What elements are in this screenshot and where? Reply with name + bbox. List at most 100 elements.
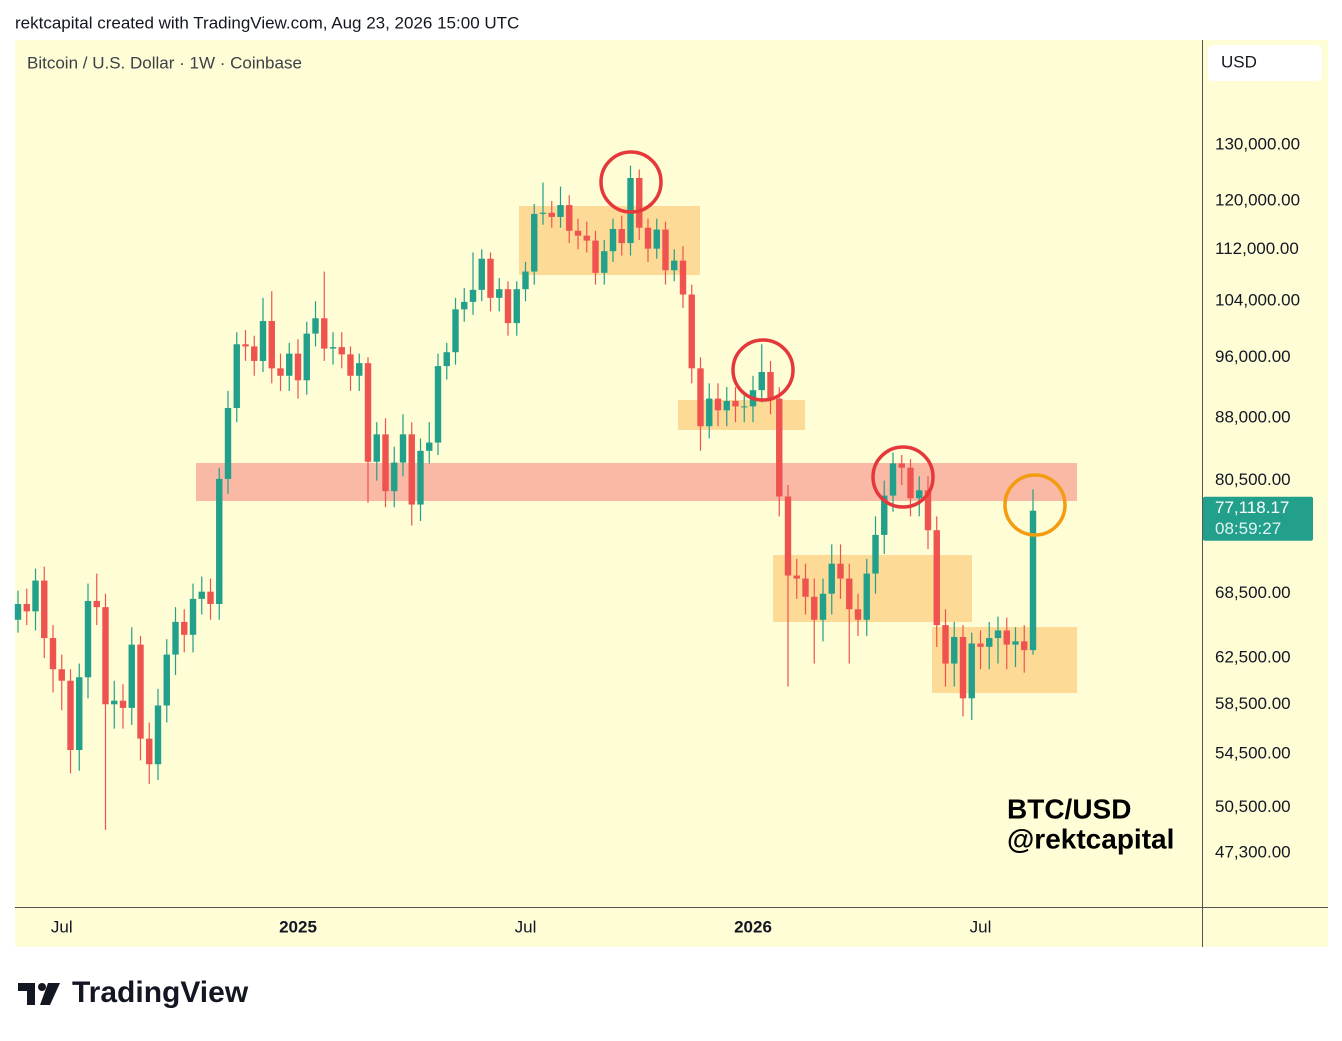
candle-body bbox=[522, 271, 529, 290]
candle-body bbox=[898, 463, 905, 468]
candle-body bbox=[242, 344, 249, 347]
candle-body bbox=[916, 490, 923, 499]
candle-body bbox=[583, 235, 590, 241]
candle-body bbox=[137, 644, 144, 739]
candle-body bbox=[951, 636, 958, 664]
brand-logo bbox=[18, 983, 60, 1005]
candle-body bbox=[758, 372, 765, 391]
candle-body bbox=[907, 467, 914, 499]
candles bbox=[14, 165, 1037, 830]
last-price-label: 77,118.17 bbox=[1215, 498, 1289, 517]
candle-body bbox=[49, 638, 57, 670]
range-box bbox=[519, 206, 700, 275]
candle-body bbox=[119, 700, 127, 708]
highlight-circle bbox=[731, 338, 795, 402]
candle-body bbox=[207, 591, 214, 605]
x-tick-label: 2026 bbox=[734, 917, 772, 936]
logo-mark bbox=[38, 983, 46, 991]
candle-body bbox=[548, 212, 555, 217]
candle-body bbox=[653, 229, 660, 249]
y-tick-label: 80,500.00 bbox=[1215, 470, 1291, 489]
candle-body bbox=[854, 609, 862, 620]
y-tick-label: 96,000.00 bbox=[1215, 347, 1291, 366]
countdown: 08:59:27 bbox=[1215, 519, 1281, 538]
y-tick-label: 62,500.00 bbox=[1215, 647, 1291, 666]
candle-body bbox=[312, 318, 319, 334]
x-tick-label: Jul bbox=[970, 917, 992, 936]
candle-body bbox=[321, 318, 328, 349]
candle-body bbox=[557, 205, 564, 217]
candle-body bbox=[417, 450, 424, 505]
candle-body bbox=[233, 344, 240, 408]
candle-body bbox=[84, 600, 92, 678]
candle-body bbox=[601, 251, 608, 273]
candle-body bbox=[793, 575, 800, 579]
currency-button[interactable] bbox=[1208, 45, 1322, 81]
header: rektcapital created with TradingView.com… bbox=[15, 13, 519, 32]
candle-body bbox=[592, 240, 599, 273]
candle-body bbox=[329, 347, 337, 349]
candle-body bbox=[364, 363, 372, 462]
candle-body bbox=[41, 580, 48, 639]
circles bbox=[599, 150, 1067, 537]
candle-body bbox=[741, 406, 748, 408]
candle-body bbox=[224, 407, 232, 479]
x-tick-label: Jul bbox=[515, 917, 537, 936]
candle-body bbox=[994, 630, 1002, 639]
candle-body bbox=[959, 636, 967, 699]
range-box bbox=[678, 400, 805, 430]
candle-body bbox=[924, 490, 932, 531]
candle-body bbox=[776, 398, 783, 497]
candle-body bbox=[819, 593, 827, 620]
candle-body bbox=[513, 289, 520, 324]
candle-body bbox=[977, 643, 984, 647]
candle-body bbox=[259, 321, 267, 361]
candle-body bbox=[723, 400, 730, 411]
candle-body bbox=[434, 366, 442, 443]
candle-body bbox=[443, 352, 450, 367]
candle-body bbox=[216, 478, 223, 605]
candle-body bbox=[697, 368, 704, 427]
y-tick-label: 120,000.00 bbox=[1215, 190, 1300, 209]
candle-body bbox=[881, 495, 888, 535]
highlight-circle bbox=[871, 445, 935, 509]
candle-body bbox=[531, 213, 538, 272]
y-tick-label: 50,500.00 bbox=[1215, 797, 1291, 816]
candle-body bbox=[356, 363, 363, 376]
logo-mark bbox=[40, 983, 60, 1005]
candle-body bbox=[1003, 630, 1010, 645]
candle-body bbox=[32, 580, 39, 612]
candle-body bbox=[198, 591, 205, 599]
candle-body bbox=[609, 228, 617, 252]
candle-body bbox=[93, 600, 100, 608]
candle-body bbox=[146, 738, 153, 765]
candle-body bbox=[163, 654, 170, 706]
candle-body bbox=[23, 604, 30, 612]
y-tick-label: 68,500.00 bbox=[1215, 583, 1291, 602]
candle-body bbox=[487, 258, 494, 298]
y-tick-label: 104,000.00 bbox=[1215, 291, 1300, 310]
candle-body bbox=[347, 354, 354, 376]
candle-body bbox=[277, 368, 284, 376]
y-tick-label: 112,000.00 bbox=[1215, 239, 1299, 258]
candle-body bbox=[767, 372, 774, 399]
candle-body bbox=[154, 705, 162, 765]
candle-body bbox=[618, 228, 625, 244]
candle-body bbox=[802, 578, 809, 597]
candle-body bbox=[478, 258, 485, 290]
candle-body bbox=[303, 333, 310, 381]
candle-body bbox=[889, 463, 897, 496]
candle-body bbox=[828, 563, 835, 594]
candle-body bbox=[172, 621, 179, 655]
candle-body bbox=[189, 598, 197, 635]
currency: USD bbox=[1221, 52, 1257, 71]
candle-body bbox=[539, 212, 547, 214]
candle-body bbox=[373, 434, 380, 462]
resistance-zone bbox=[196, 463, 1077, 501]
candle-body bbox=[102, 607, 109, 705]
y-tick-label: 47,300.00 bbox=[1215, 843, 1291, 862]
candle-body bbox=[452, 309, 459, 353]
candle-body bbox=[76, 677, 83, 751]
candle-body bbox=[251, 346, 258, 361]
